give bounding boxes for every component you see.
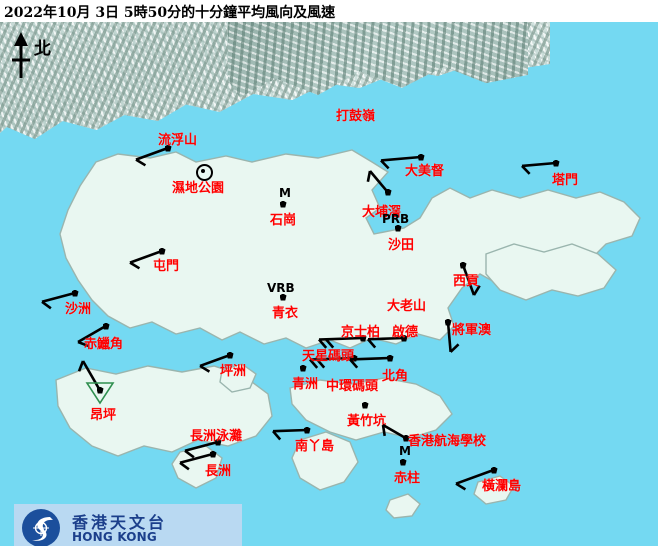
station-label-大美督: 大美督: [405, 164, 445, 179]
wind-barb-長洲泳灘: [184, 440, 219, 459]
wind-barb-長洲: [179, 452, 214, 471]
station-marker-將軍澳: [444, 318, 452, 326]
calm-indicator-赤柱: M: [399, 444, 411, 458]
station-label-長洲泳灘: 長洲泳灘: [190, 429, 243, 444]
wind-barb-天星碼頭: [309, 356, 355, 369]
wind-barb-塔門: [521, 161, 557, 175]
station-marker-石崗: [279, 200, 287, 208]
station-label-坪洲: 坪洲: [220, 364, 247, 379]
station-label-沙洲: 沙洲: [65, 302, 92, 317]
station-label-西貢: 西貢: [453, 274, 480, 289]
station-marker-大埔滘: [384, 188, 392, 196]
station-marker-北角: [386, 354, 394, 362]
wind-code-青衣: VRB: [267, 281, 295, 295]
title-bar: 2022年10月 3日 5時50分的十分鐘平均風向及風速: [0, 0, 658, 22]
station-label-青衣: 青衣: [272, 306, 299, 321]
station-label-香港航海學校: 香港航海學校: [408, 434, 487, 449]
station-marker-坪洲: [226, 351, 234, 359]
wind-code-沙田: PRB: [382, 212, 410, 226]
hko-logo-english: HONG KONG OBSERVATORY: [72, 530, 172, 546]
station-label-大埔滘: 大埔滘: [362, 205, 402, 220]
station-marker-西貢: [459, 261, 467, 269]
wind-barb-坪洲: [199, 353, 231, 373]
station-marker-大美督: [417, 153, 425, 161]
station-marker-赤柱: [399, 458, 407, 466]
station-label-將軍澳: 將軍澳: [452, 323, 492, 338]
station-label-石崗: 石崗: [270, 213, 297, 228]
wind-barb-流浮山: [135, 146, 169, 167]
wind-barb-啟德: [367, 336, 405, 349]
station-marker-黃竹坑: [361, 401, 369, 409]
station-label-黃竹坑: 黃竹坑: [347, 414, 387, 429]
station-marker-流浮山: [164, 144, 172, 152]
station-marker-啟德: [400, 334, 408, 342]
wind-barb-北角: [349, 356, 391, 369]
calm-indicator-石崗: M: [279, 186, 291, 200]
station-marker-南丫島: [303, 426, 311, 434]
station-label-屯門: 屯門: [153, 259, 180, 274]
station-marker-橫瀾島: [490, 466, 498, 474]
station-label-中環碼頭: 中環碼頭: [326, 379, 379, 394]
station-label-濕地公園: 濕地公園: [172, 181, 225, 196]
station-marker-屯門: [158, 247, 166, 255]
station-marker-青洲: [299, 364, 307, 372]
hong-kong-coastline: [55, 149, 641, 519]
station-marker-青衣: [279, 293, 287, 301]
wind-barb-橫瀾島: [455, 468, 495, 491]
wind-barb-赤鱲角: [77, 324, 107, 348]
station-marker-長洲泳灘: [214, 438, 222, 446]
station-marker-昂坪: [96, 386, 104, 394]
wind-barb-京士柏: [318, 336, 364, 349]
station-marker-香港航海學校: [402, 434, 410, 442]
map-canvas[interactable]: 北 打鼓嶺流浮山濕地公園 大美督塔門 M 石崗 大埔滘 PRB 沙田屯門西貢沙洲 VRB 青衣 大…: [0, 22, 658, 546]
station-label-啟德: 啟德: [392, 325, 419, 340]
station-label-流浮山: 流浮山: [158, 133, 198, 148]
north-arrow-label: 北: [34, 39, 51, 59]
station-label-北角: 北角: [382, 369, 409, 384]
station-marker-赤鱲角: [102, 322, 110, 330]
hko-logo: 香港天文台 HONG KONG OBSERVATORY: [14, 504, 242, 546]
north-arrow: 北: [8, 30, 62, 82]
wind-barb-香港航海學校: [382, 423, 407, 440]
station-label-大老山: 大老山: [387, 299, 427, 314]
station-label-南丫島: 南丫島: [295, 439, 335, 454]
hko-logo-mark: [22, 509, 60, 546]
station-label-長洲: 長洲: [205, 464, 232, 479]
wind-barb-大美督: [380, 155, 422, 170]
wind-barb-大埔滘: [366, 169, 389, 193]
triangle-marker-昂坪: [85, 382, 115, 405]
station-label-京士柏: 京士柏: [341, 325, 381, 340]
station-label-沙田: 沙田: [388, 238, 415, 253]
wind-barb-屯門: [129, 249, 163, 270]
station-label-昂坪: 昂坪: [90, 408, 117, 423]
station-label-天星碼頭: 天星碼頭: [302, 349, 355, 364]
station-label-塔門: 塔門: [552, 173, 579, 188]
page-title: 2022年10月 3日 5時50分的十分鐘平均風向及風速: [4, 5, 336, 21]
wind-barb-沙洲: [41, 291, 76, 310]
station-label-赤鱲角: 赤鱲角: [84, 337, 124, 352]
station-label-青洲: 青洲: [292, 377, 319, 392]
station-label-打鼓嶺: 打鼓嶺: [336, 109, 376, 124]
station-marker-京士柏: [359, 334, 367, 342]
hko-logo-chinese: 香港天文台: [72, 513, 168, 532]
wind-barb-西貢: [461, 264, 481, 296]
station-marker-塔門: [552, 159, 560, 167]
wind-barb-昂坪: [77, 359, 102, 391]
station-label-赤柱: 赤柱: [394, 471, 421, 486]
station-label-橫瀾島: 橫瀾島: [482, 479, 522, 494]
wind-barb-南丫島: [272, 428, 308, 441]
circle-marker-濕地公園: [196, 164, 213, 181]
station-marker-長洲: [209, 450, 217, 458]
station-marker-沙田: [394, 224, 402, 232]
station-marker-沙洲: [71, 289, 79, 297]
wind-barb-將軍澳: [446, 321, 460, 353]
